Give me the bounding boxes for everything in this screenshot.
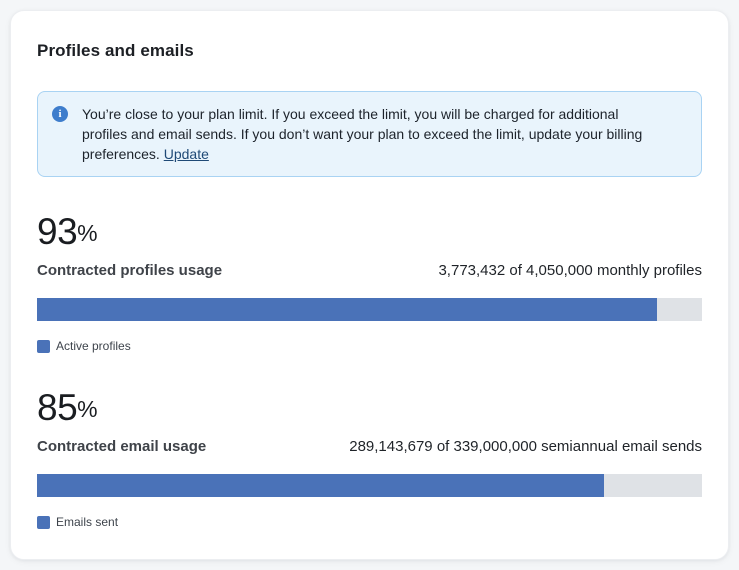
emails-percent-value: 85 [37,387,78,428]
alert-message-text: You’re close to your plan limit. If you … [82,106,643,162]
emails-percent-unit: % [77,396,98,422]
profiles-usage-row: Contracted profiles usage 3,773,432 of 4… [37,262,702,279]
profiles-usage-section: 93% Contracted profiles usage 3,773,432 … [37,213,702,353]
emails-legend: Emails sent [37,515,702,529]
card-title: Profiles and emails [37,41,194,60]
profiles-legend-label: Active profiles [56,339,131,353]
profiles-percent-unit: % [77,220,98,246]
plan-limit-alert: i You’re close to your plan limit. If yo… [37,91,702,177]
profiles-legend: Active profiles [37,339,702,353]
emails-legend-label: Emails sent [56,515,119,529]
emails-usage-numbers: 289,143,679 of 339,000,000 semiannual em… [349,438,702,455]
emails-usage-row: Contracted email usage 289,143,679 of 33… [37,438,702,455]
profiles-usage-label: Contracted profiles usage [37,262,223,279]
profiles-and-emails-card: Profiles and emails i You’re close to yo… [10,10,729,560]
profiles-progress-bar [37,298,702,321]
active-profiles-swatch-icon [37,339,50,353]
update-link[interactable]: Update [163,146,209,162]
profiles-percent-value: 93 [37,211,78,252]
profiles-usage-percent: 93% [37,213,702,251]
alert-message: You’re close to your plan limit. If you … [82,104,662,164]
emails-usage-percent: 85% [37,389,702,427]
emails-usage-section: 85% Contracted email usage 289,143,679 o… [37,389,702,529]
info-icon: i [52,106,68,122]
emails-progress-bar [37,474,702,497]
emails-usage-label: Contracted email usage [37,438,207,455]
profiles-usage-numbers: 3,773,432 of 4,050,000 monthly profiles [438,262,702,279]
profiles-progress-fill [37,298,657,321]
emails-progress-fill [37,474,605,497]
emails-sent-swatch-icon [37,515,50,529]
